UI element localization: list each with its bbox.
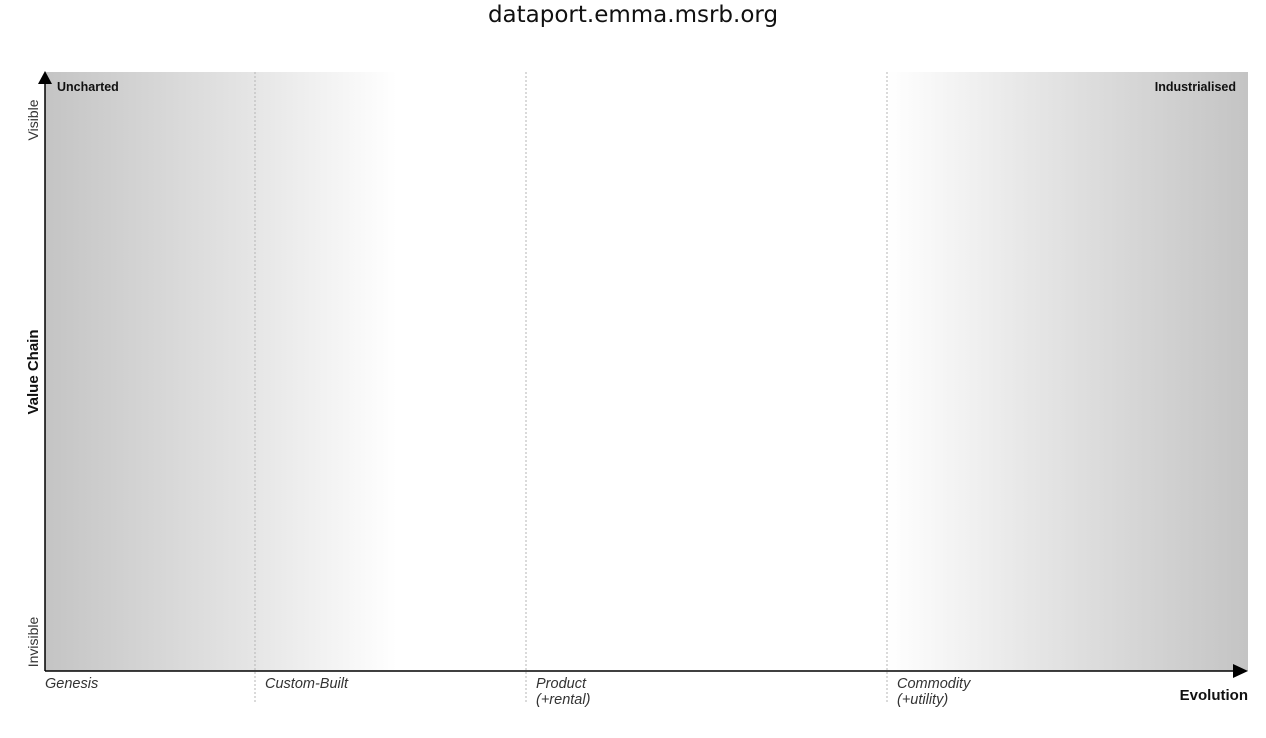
stage-label-genesis: Genesis	[45, 676, 98, 692]
y-axis-arrow-icon	[38, 71, 52, 84]
uncharted-region	[45, 72, 397, 671]
corner-label-industrialised: Industrialised	[1155, 80, 1236, 94]
stage-sublabel-commodity: (+utility)	[897, 692, 948, 708]
industrialised-region	[887, 72, 1248, 671]
y-axis-label-value-chain: Value Chain	[25, 329, 42, 414]
stage-sublabel-product: (+rental)	[536, 692, 590, 708]
map-title: dataport.emma.msrb.org	[487, 2, 779, 28]
stage-label-product: Product	[536, 676, 587, 692]
corner-label-uncharted: Uncharted	[57, 80, 119, 94]
y-axis-label-invisible: Invisible	[25, 617, 41, 668]
x-axis-arrow-icon	[1233, 664, 1248, 678]
x-axis-label-evolution: Evolution	[1180, 687, 1248, 704]
stage-label-commodity: Commodity	[897, 676, 971, 692]
y-axis-label-visible: Visible	[25, 99, 41, 140]
stage-label-custom-built: Custom-Built	[265, 676, 349, 692]
